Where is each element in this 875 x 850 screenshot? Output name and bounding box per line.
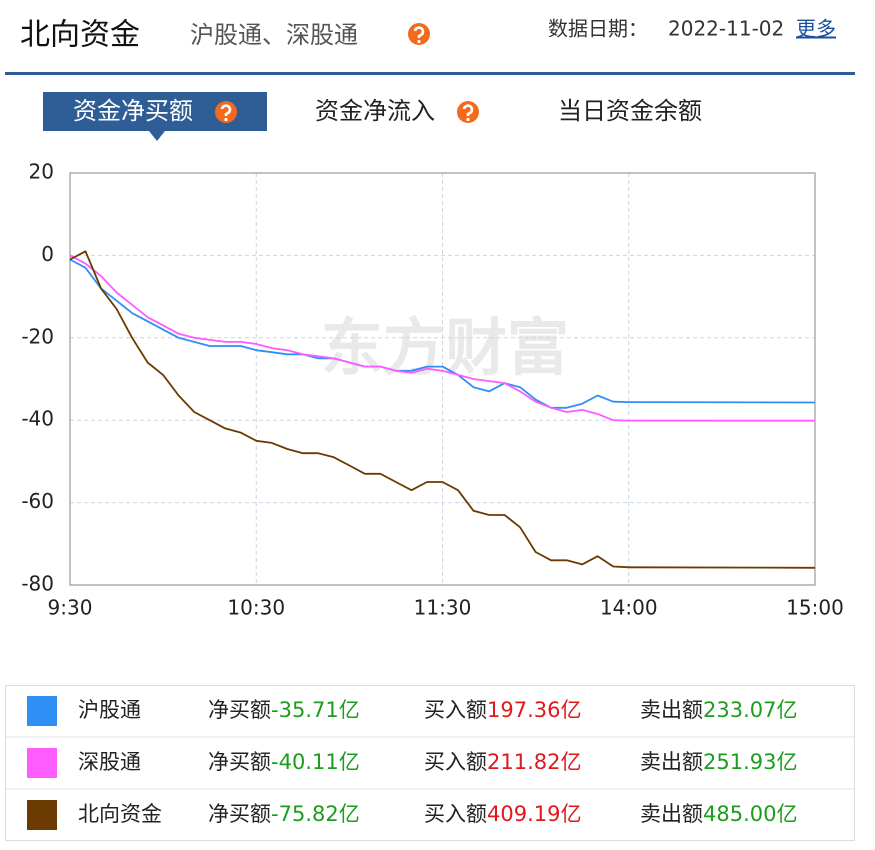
y-tick-label: -20 [21,324,54,348]
series-line [69,250,816,569]
tab[interactable]: 资金净流入 [315,97,435,125]
summary-label: 卖出额 [640,698,703,722]
legend-swatch [27,748,57,778]
summary-value: 197.36亿 [487,698,581,722]
x-tick-label: 10:30 [227,596,285,620]
summary-border [5,685,855,841]
legend-name: 深股通 [78,750,141,774]
summary-value: 251.93亿 [703,750,797,774]
y-tick-label: -40 [21,407,54,431]
date: 2022-11-02 [668,17,784,41]
legend-name: 北向资金 [78,802,162,826]
summary-value: 485.00亿 [703,802,797,826]
tab[interactable]: 当日资金余额 [558,97,702,125]
y-tick-label: -60 [21,489,54,513]
summary-label: 买入额 [424,802,487,826]
x-tick-label: 11:30 [414,596,472,620]
tab-pointer [149,131,165,141]
x-tick-label: 9:30 [48,596,93,620]
y-tick-label: 0 [41,242,54,266]
x-tick-label: 15:00 [786,596,844,620]
legend-name: 沪股通 [78,698,141,722]
summary-label: 卖出额 [640,802,703,826]
help-icon[interactable] [215,101,237,123]
summary-label: 卖出额 [640,750,703,774]
legend-swatch [27,696,57,726]
help-icon[interactable] [457,101,479,123]
watermark: 东方财富 [321,311,569,384]
y-tick-label: 20 [29,160,54,184]
summary-label: 净买额 [208,750,271,774]
summary-label: 净买额 [208,802,271,826]
more-link[interactable]: 更多 [796,17,836,41]
x-tick-label: 14:00 [600,596,658,620]
title: 北向资金 [20,18,140,53]
legend-swatch [27,800,57,830]
summary-label: 买入额 [424,698,487,722]
y-tick-label: -80 [21,572,54,596]
subtitle: 沪股通、深股通 [190,21,358,49]
summary-label: 买入额 [424,750,487,774]
plot-border [69,172,816,586]
summary-value: 211.82亿 [487,750,581,774]
summary-label: 净买额 [208,698,271,722]
summary-value: -75.82亿 [271,802,360,826]
header-rule [5,72,855,75]
chart: 20 0 -20 -40 -60 -809:30 10:30 11:30 14:00 15:00 [21,160,843,620]
summary-value: -40.11亿 [271,750,360,774]
date-label: 数据日期： [548,17,648,41]
summary-value: 409.19亿 [487,802,581,826]
summary-value: -35.71亿 [271,698,360,722]
help-icon[interactable] [408,23,430,45]
summary-value: 233.07亿 [703,698,797,722]
tab[interactable]: 资金净买额 [73,97,193,125]
series-line [69,254,816,422]
